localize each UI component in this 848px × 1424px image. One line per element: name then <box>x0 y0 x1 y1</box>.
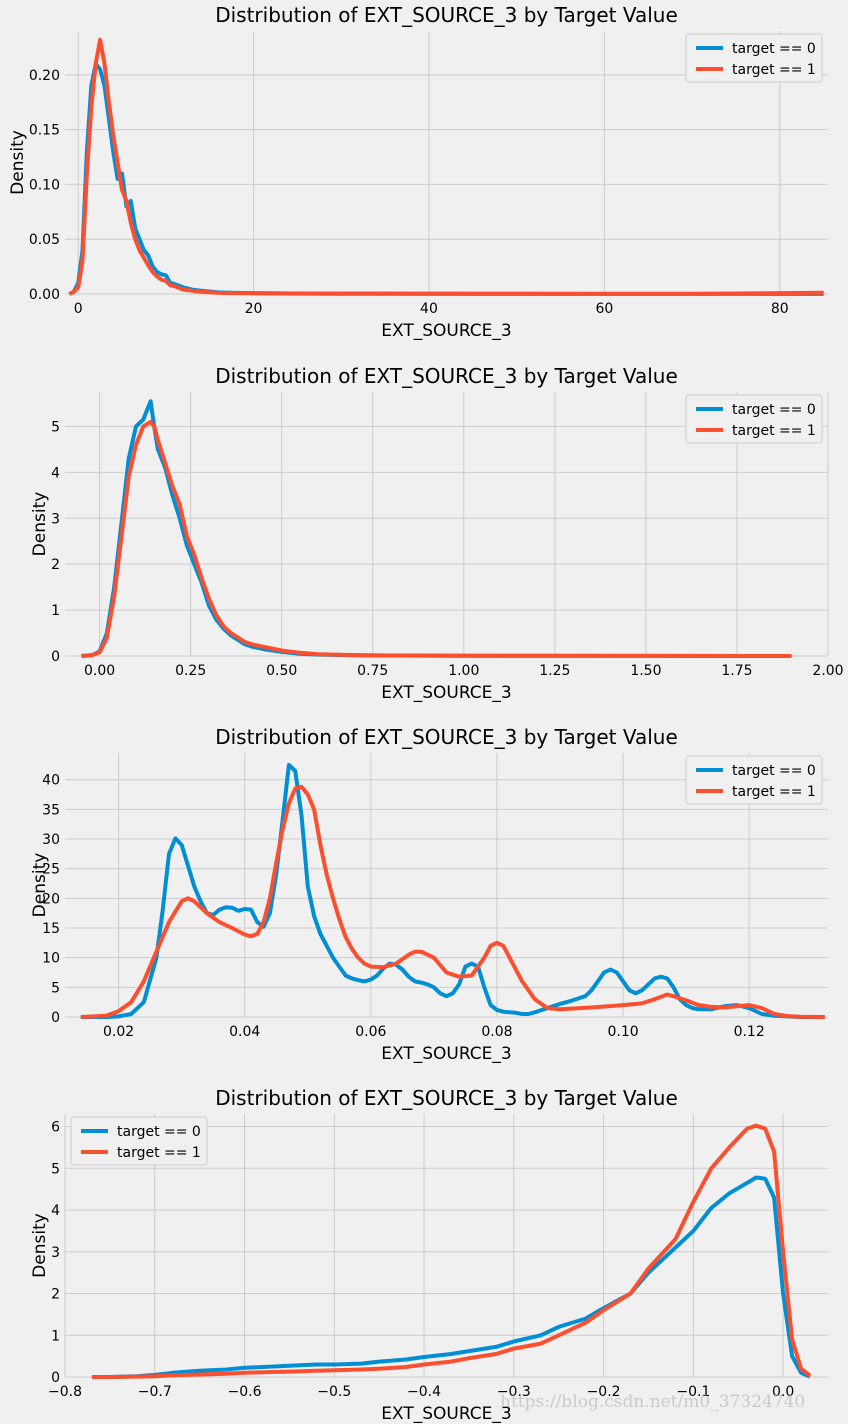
series-line-target-0 <box>91 1175 811 1379</box>
y-axis-label: Density <box>8 130 28 195</box>
chart-title: Distribution of EXT_SOURCE_3 by Target V… <box>215 725 678 749</box>
x-tick-label: 80 <box>771 301 789 317</box>
y-tick-label: 0 <box>51 649 60 665</box>
y-tick-label: 30 <box>42 832 60 848</box>
y-tick-label: 6 <box>51 1120 60 1136</box>
series-line-target-0 <box>80 762 825 1019</box>
y-tick-label: 40 <box>42 773 60 789</box>
x-tick-label: −0.3 <box>497 1384 531 1400</box>
x-tick-label: 1.50 <box>630 663 661 679</box>
legend-label: target == 0 <box>117 1124 201 1140</box>
y-tick-label: 0.05 <box>29 232 60 248</box>
x-tick-label: 0.25 <box>175 663 206 679</box>
x-tick-label: −0.6 <box>228 1384 262 1400</box>
x-tick-label: 20 <box>245 301 263 317</box>
x-axis-label: EXT_SOURCE_3 <box>381 321 511 341</box>
chart-4: −0.8 −0.7 −0.6 −0.5 −0.4 −0.3 −0.2 −0.1 0.0 0 1 2 3 4… <box>30 1086 828 1424</box>
x-tick-label: −0.5 <box>317 1384 351 1400</box>
x-tick-label: 0.0 <box>772 1384 794 1400</box>
y-tick-label: 0 <box>51 1010 60 1026</box>
y-tick-label: 5 <box>51 980 60 996</box>
y-axis-label: Density <box>30 853 50 918</box>
y-tick-label: 1 <box>51 603 60 619</box>
y-axis-label: Density <box>30 492 50 557</box>
x-tick-label: 1.25 <box>539 663 570 679</box>
x-tick-label: 1.75 <box>721 663 752 679</box>
x-tick-label: 0.50 <box>266 663 297 679</box>
y-tick-label: 15 <box>42 921 60 937</box>
y-tick-label: 0.10 <box>29 177 60 193</box>
x-tick-label: 2.00 <box>812 663 843 679</box>
x-tick-label: −0.8 <box>48 1384 82 1400</box>
y-tick-label: 25 <box>42 862 60 878</box>
x-tick-label: −0.4 <box>407 1384 441 1400</box>
y-tick-label: 2 <box>51 557 60 573</box>
legend: target == 0 target == 1 <box>685 33 823 83</box>
x-axis-label: EXT_SOURCE_3 <box>381 683 511 703</box>
x-tick-label: 1.00 <box>448 663 479 679</box>
x-tick-label: 0.06 <box>355 1024 386 1040</box>
x-tick-label: 40 <box>420 301 438 317</box>
y-tick-label: 5 <box>51 419 60 435</box>
x-tick-label: 60 <box>595 301 613 317</box>
x-tick-label: −0.2 <box>587 1384 621 1400</box>
y-tick-label: 2 <box>51 1287 60 1303</box>
legend: target == 0 target == 1 <box>685 394 823 444</box>
x-tick-label: 0.08 <box>481 1024 512 1040</box>
watermark: https://blog.csdn.net/m0_37324740 <box>500 1392 806 1412</box>
series-line-target-0 <box>81 399 792 658</box>
legend-label: target == 1 <box>732 784 816 800</box>
y-tick-label: 4 <box>51 465 60 481</box>
x-axis-label: EXT_SOURCE_3 <box>381 1044 511 1064</box>
legend: target == 0 target == 1 <box>70 1116 208 1166</box>
x-tick-label: 0.10 <box>607 1024 638 1040</box>
chart-title: Distribution of EXT_SOURCE_3 by Target V… <box>215 364 678 388</box>
chart-title: Distribution of EXT_SOURCE_3 by Target V… <box>215 3 678 27</box>
legend-label: target == 1 <box>732 62 816 78</box>
chart-1: 0 20 40 60 80 0.00 0.05 0.10 0.15 0.20 Distributio… <box>8 3 828 341</box>
x-tick-label: 0.12 <box>734 1024 765 1040</box>
series-line-target-1 <box>81 419 792 658</box>
x-tick-label: −0.1 <box>676 1384 710 1400</box>
y-tick-label: 0.15 <box>29 123 60 139</box>
series-line-target-1 <box>80 784 825 1019</box>
legend-label: target == 0 <box>732 41 816 57</box>
legend-label: target == 0 <box>732 763 816 779</box>
x-tick-label: 0.02 <box>103 1024 134 1040</box>
y-tick-label: 10 <box>42 951 60 967</box>
y-tick-label: 3 <box>51 511 60 527</box>
legend: target == 0 target == 1 <box>685 755 823 805</box>
x-tick-label: 0 <box>74 301 83 317</box>
y-tick-label: 0.20 <box>29 68 60 84</box>
y-tick-label: 35 <box>42 802 60 818</box>
y-tick-label: 5 <box>51 1161 60 1177</box>
series-line-target-1 <box>91 1123 812 1379</box>
y-tick-label: 3 <box>51 1245 60 1261</box>
chart-3: 0.02 0.04 0.06 0.08 0.10 0.12 0 5 10 15 20 25 30 35 40… <box>30 725 828 1064</box>
legend-label: target == 0 <box>732 402 816 418</box>
x-axis-label: EXT_SOURCE_3 <box>381 1404 511 1424</box>
x-tick-label: 0.00 <box>84 663 115 679</box>
chart-2: 0.00 0.25 0.50 0.75 1.00 1.25 1.50 1.75 2.00 0 1 2 3… <box>30 364 844 703</box>
y-axis-label: Density <box>30 1213 50 1278</box>
legend-label: target == 1 <box>117 1145 201 1161</box>
chart-title: Distribution of EXT_SOURCE_3 by Target V… <box>215 1086 678 1110</box>
y-tick-label: 4 <box>51 1203 60 1219</box>
series-line-target-1 <box>68 37 824 296</box>
y-tick-label: 0 <box>51 1370 60 1386</box>
y-tick-label: 20 <box>42 891 60 907</box>
legend-label: target == 1 <box>732 423 816 439</box>
x-tick-label: 0.75 <box>357 663 388 679</box>
x-tick-label: 0.04 <box>229 1024 260 1040</box>
series-line-target-0 <box>68 61 824 296</box>
y-tick-label: 1 <box>51 1328 60 1344</box>
y-tick-label: 0.00 <box>29 287 60 303</box>
x-tick-label: −0.7 <box>138 1384 172 1400</box>
